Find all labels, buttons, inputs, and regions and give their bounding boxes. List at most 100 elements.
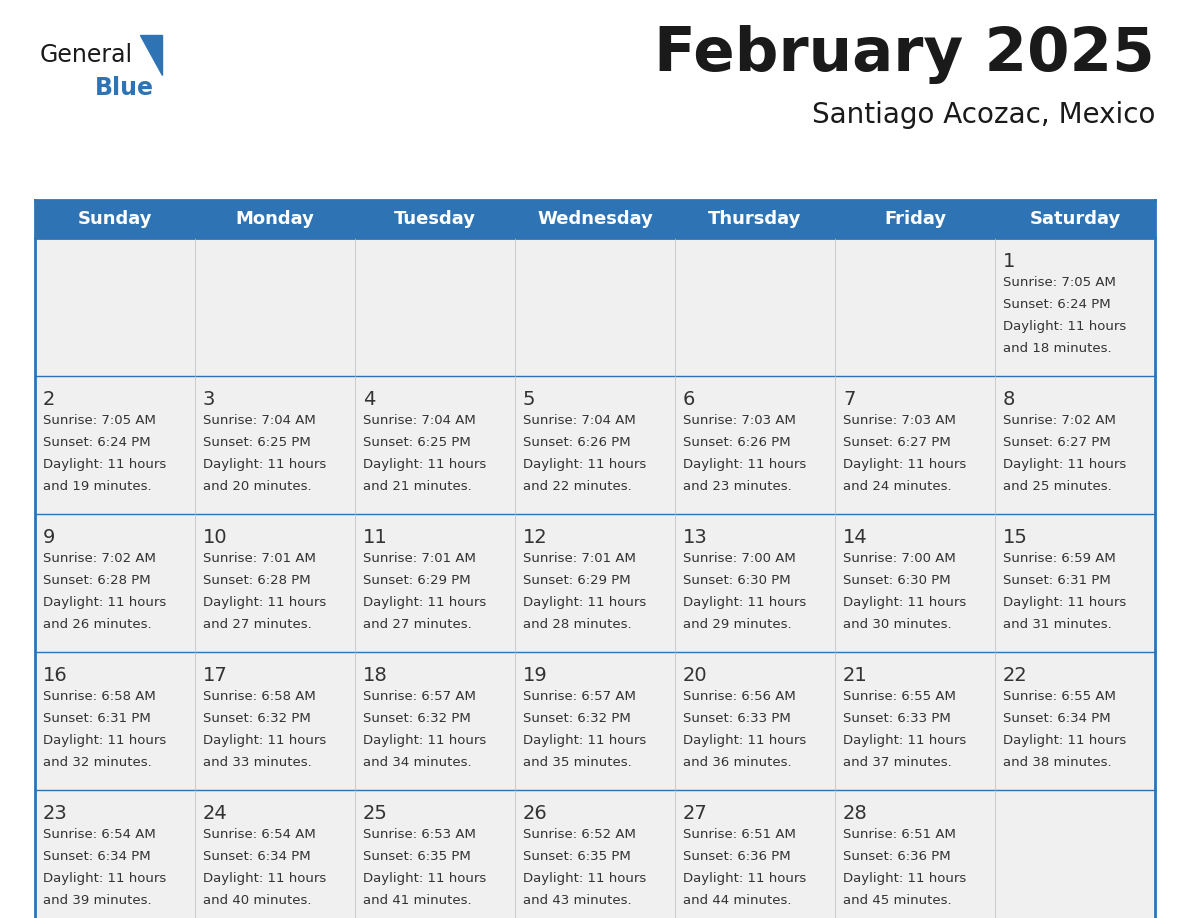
Bar [835, 376, 996, 514]
Text: Daylight: 11 hours: Daylight: 11 hours [1003, 458, 1126, 471]
Bar [996, 652, 1155, 790]
Text: and 41 minutes.: and 41 minutes. [364, 894, 472, 907]
Bar [516, 238, 675, 376]
Text: and 21 minutes.: and 21 minutes. [364, 480, 472, 493]
Bar [996, 376, 1155, 514]
Text: and 28 minutes.: and 28 minutes. [523, 618, 632, 631]
Text: 28: 28 [843, 804, 867, 823]
Text: Sunset: 6:32 PM: Sunset: 6:32 PM [203, 712, 311, 725]
Text: Daylight: 11 hours: Daylight: 11 hours [523, 458, 646, 471]
Text: and 38 minutes.: and 38 minutes. [1003, 756, 1112, 769]
Bar [516, 200, 675, 238]
Text: Daylight: 11 hours: Daylight: 11 hours [203, 872, 327, 885]
Text: Sunset: 6:25 PM: Sunset: 6:25 PM [203, 436, 311, 449]
Text: Sunrise: 6:58 AM: Sunrise: 6:58 AM [203, 690, 316, 703]
Text: 1: 1 [1003, 252, 1016, 271]
Text: Wednesday: Wednesday [537, 210, 653, 228]
Bar [675, 790, 835, 918]
Text: Sunrise: 7:04 AM: Sunrise: 7:04 AM [203, 414, 316, 427]
Text: 4: 4 [364, 390, 375, 409]
Text: Friday: Friday [884, 210, 946, 228]
Text: 21: 21 [843, 666, 867, 685]
Text: 17: 17 [203, 666, 228, 685]
Text: and 27 minutes.: and 27 minutes. [203, 618, 311, 631]
Text: and 20 minutes.: and 20 minutes. [203, 480, 311, 493]
Text: Sunset: 6:30 PM: Sunset: 6:30 PM [843, 574, 950, 587]
Bar [835, 514, 996, 652]
Text: Sunset: 6:36 PM: Sunset: 6:36 PM [683, 850, 791, 863]
Bar [355, 790, 516, 918]
Text: Sunrise: 6:57 AM: Sunrise: 6:57 AM [364, 690, 476, 703]
Text: 20: 20 [683, 666, 708, 685]
Text: Monday: Monday [235, 210, 315, 228]
Text: Sunrise: 6:55 AM: Sunrise: 6:55 AM [843, 690, 956, 703]
Bar [34, 238, 195, 376]
Text: Sunset: 6:31 PM: Sunset: 6:31 PM [1003, 574, 1111, 587]
Bar [516, 652, 675, 790]
Text: 27: 27 [683, 804, 708, 823]
Text: 24: 24 [203, 804, 228, 823]
Text: and 30 minutes.: and 30 minutes. [843, 618, 952, 631]
Text: Sunset: 6:35 PM: Sunset: 6:35 PM [364, 850, 470, 863]
Text: 23: 23 [43, 804, 68, 823]
Text: Daylight: 11 hours: Daylight: 11 hours [683, 596, 807, 609]
Bar [996, 514, 1155, 652]
Bar [996, 238, 1155, 376]
Text: Sunrise: 6:51 AM: Sunrise: 6:51 AM [683, 828, 796, 841]
Text: and 40 minutes.: and 40 minutes. [203, 894, 311, 907]
Text: and 32 minutes.: and 32 minutes. [43, 756, 152, 769]
Text: 12: 12 [523, 528, 548, 547]
Text: and 33 minutes.: and 33 minutes. [203, 756, 311, 769]
Bar [355, 238, 516, 376]
Bar [996, 200, 1155, 238]
Text: and 43 minutes.: and 43 minutes. [523, 894, 632, 907]
Text: Sunrise: 6:59 AM: Sunrise: 6:59 AM [1003, 552, 1116, 565]
Bar [516, 790, 675, 918]
Bar [355, 652, 516, 790]
Text: Daylight: 11 hours: Daylight: 11 hours [1003, 734, 1126, 747]
Text: and 27 minutes.: and 27 minutes. [364, 618, 472, 631]
Text: 26: 26 [523, 804, 548, 823]
Bar [195, 376, 355, 514]
Text: Sunrise: 7:00 AM: Sunrise: 7:00 AM [843, 552, 956, 565]
Text: Daylight: 11 hours: Daylight: 11 hours [843, 596, 966, 609]
Bar [675, 200, 835, 238]
Text: Sunset: 6:29 PM: Sunset: 6:29 PM [364, 574, 470, 587]
Text: 7: 7 [843, 390, 855, 409]
Text: 6: 6 [683, 390, 695, 409]
Text: Sunset: 6:27 PM: Sunset: 6:27 PM [843, 436, 950, 449]
Text: Sunset: 6:34 PM: Sunset: 6:34 PM [203, 850, 310, 863]
Text: February 2025: February 2025 [655, 26, 1155, 84]
Text: Sunrise: 6:53 AM: Sunrise: 6:53 AM [364, 828, 476, 841]
Text: 5: 5 [523, 390, 536, 409]
Text: 15: 15 [1003, 528, 1028, 547]
Bar [34, 200, 195, 238]
Text: 10: 10 [203, 528, 228, 547]
Bar [675, 514, 835, 652]
Text: Daylight: 11 hours: Daylight: 11 hours [364, 596, 486, 609]
Text: Daylight: 11 hours: Daylight: 11 hours [843, 458, 966, 471]
Text: 16: 16 [43, 666, 68, 685]
Text: Blue: Blue [95, 76, 154, 100]
Text: Daylight: 11 hours: Daylight: 11 hours [203, 596, 327, 609]
Text: Sunrise: 6:58 AM: Sunrise: 6:58 AM [43, 690, 156, 703]
Bar [195, 652, 355, 790]
Text: 19: 19 [523, 666, 548, 685]
Text: and 34 minutes.: and 34 minutes. [364, 756, 472, 769]
Text: 2: 2 [43, 390, 56, 409]
Bar [34, 652, 195, 790]
Text: Sunday: Sunday [77, 210, 152, 228]
Text: Daylight: 11 hours: Daylight: 11 hours [523, 596, 646, 609]
Text: and 25 minutes.: and 25 minutes. [1003, 480, 1112, 493]
Text: Thursday: Thursday [708, 210, 802, 228]
Text: and 31 minutes.: and 31 minutes. [1003, 618, 1112, 631]
Text: and 18 minutes.: and 18 minutes. [1003, 342, 1112, 355]
Text: Daylight: 11 hours: Daylight: 11 hours [1003, 596, 1126, 609]
Bar [355, 200, 516, 238]
Text: Sunset: 6:31 PM: Sunset: 6:31 PM [43, 712, 151, 725]
Bar [835, 790, 996, 918]
Text: Sunrise: 7:05 AM: Sunrise: 7:05 AM [1003, 276, 1116, 289]
Text: and 22 minutes.: and 22 minutes. [523, 480, 632, 493]
Text: Daylight: 11 hours: Daylight: 11 hours [683, 458, 807, 471]
Bar [195, 200, 355, 238]
